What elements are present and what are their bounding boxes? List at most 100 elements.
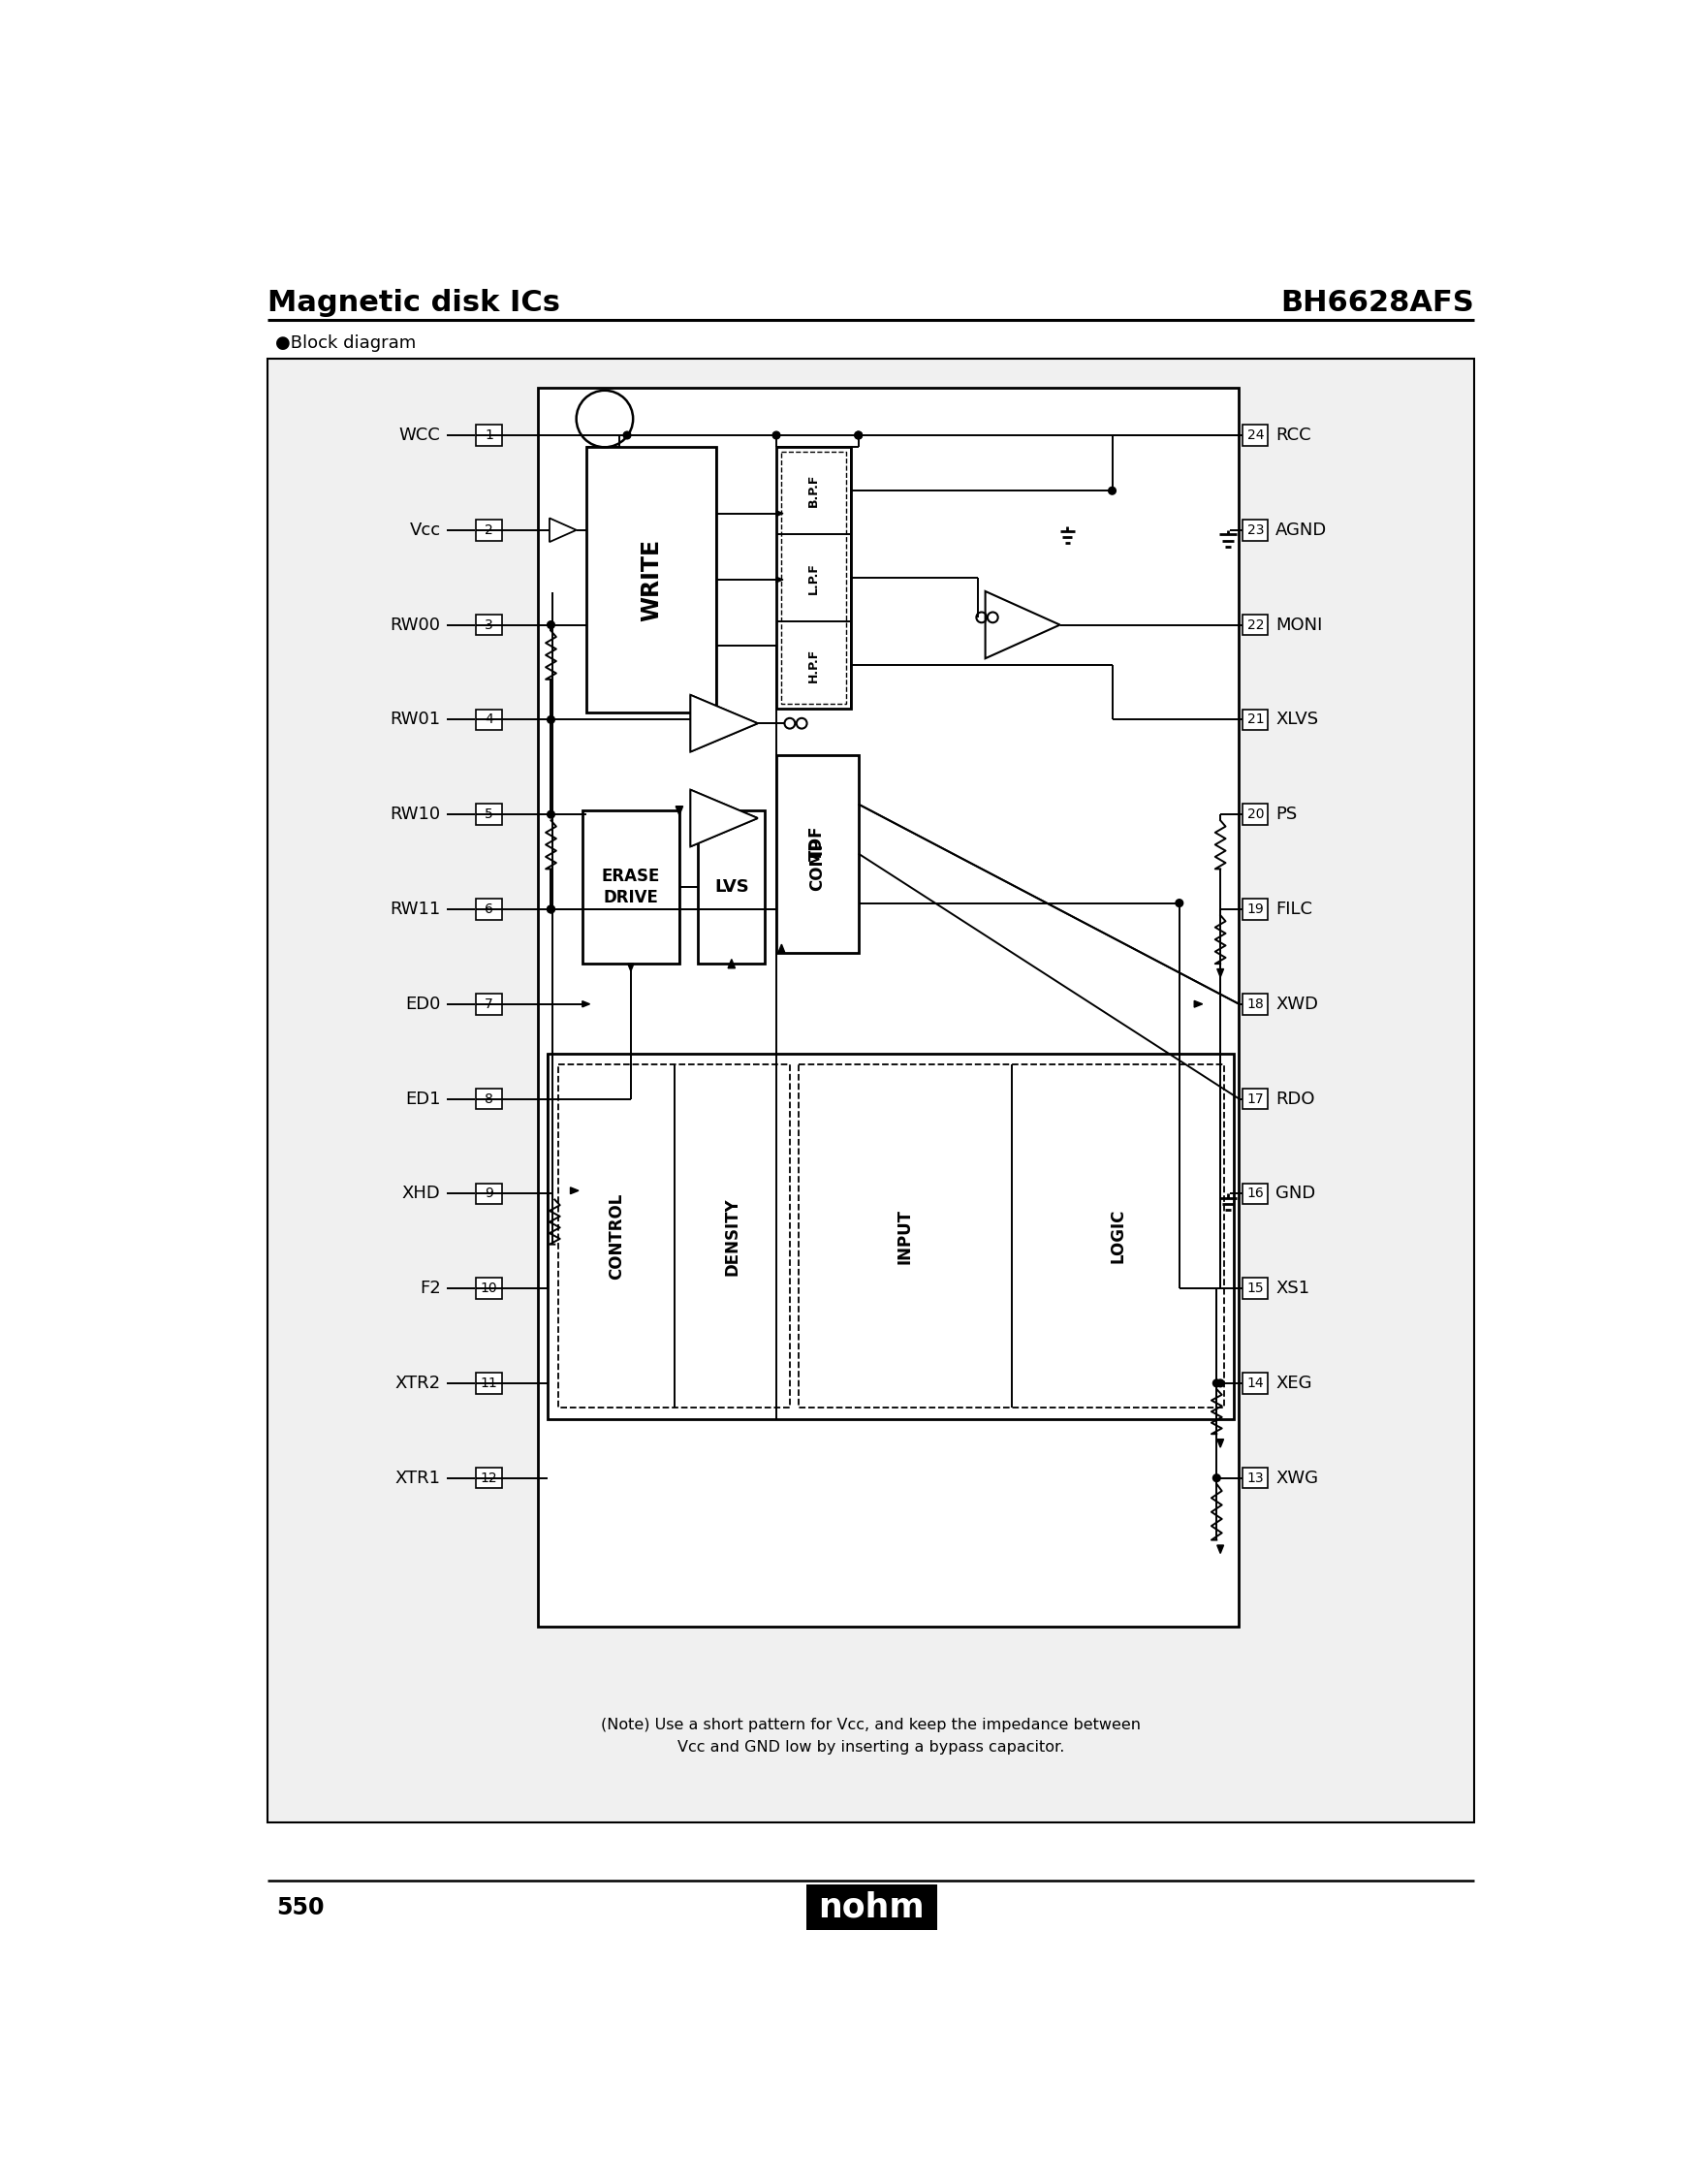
Bar [1242,426,1267,446]
Circle shape [547,906,554,913]
Text: 550: 550 [277,1896,325,1920]
Bar [776,448,851,708]
Text: INPUT: INPUT [897,1208,914,1265]
Polygon shape [778,943,785,952]
Bar [1242,710,1267,729]
Circle shape [624,432,630,439]
Bar [476,1088,501,1109]
Text: AGND: AGND [1276,522,1327,539]
Text: 23: 23 [1247,524,1264,537]
Text: 8: 8 [484,1092,493,1105]
Polygon shape [690,791,758,847]
Text: 11: 11 [481,1376,498,1389]
Bar [698,810,765,963]
Text: CONTROL: CONTROL [608,1192,625,1280]
Text: XTR2: XTR2 [394,1374,440,1391]
Text: 17: 17 [1247,1092,1264,1105]
Text: PS: PS [1276,806,1296,823]
Polygon shape [1216,1439,1223,1448]
Circle shape [1213,1380,1220,1387]
Bar [267,358,1475,1821]
Text: FILC: FILC [1276,900,1312,917]
Bar [476,994,501,1016]
Bar [1242,1088,1267,1109]
Text: 24: 24 [1247,428,1264,441]
Circle shape [547,716,554,723]
Text: WCC: WCC [399,426,440,443]
Text: 12: 12 [481,1472,498,1485]
Polygon shape [727,959,736,968]
Bar [1242,994,1267,1016]
Polygon shape [690,695,758,751]
Text: LVS: LVS [714,878,749,895]
Text: (Note) Use a short pattern for Vcc, and keep the impedance between: (Note) Use a short pattern for Vcc, and … [601,1719,1140,1732]
Text: 22: 22 [1247,618,1264,631]
Polygon shape [571,1188,579,1195]
Text: 4: 4 [484,712,493,727]
Text: 3: 3 [484,618,493,631]
Text: 19: 19 [1247,902,1264,915]
Bar [1242,1184,1267,1203]
Text: 15: 15 [1247,1282,1264,1295]
Text: 5: 5 [484,808,493,821]
Bar [1242,900,1267,919]
Text: XS1: XS1 [1276,1280,1310,1297]
Text: COMP: COMP [809,836,826,891]
Circle shape [773,432,780,439]
Text: DENSITY: DENSITY [724,1197,741,1275]
Circle shape [1213,1474,1220,1481]
Text: 10: 10 [481,1282,498,1295]
Polygon shape [676,806,683,815]
Text: XWG: XWG [1276,1470,1318,1487]
Bar [476,1468,501,1489]
Text: 9: 9 [484,1186,493,1201]
Text: 16: 16 [1247,1186,1264,1201]
Bar [537,387,1239,1627]
Text: 14: 14 [1247,1376,1264,1389]
Bar [782,452,846,703]
Text: 18: 18 [1247,998,1264,1011]
Text: TDF: TDF [809,826,826,860]
Bar [476,1184,501,1203]
Bar [1242,520,1267,539]
Text: F2: F2 [420,1280,440,1297]
Text: 1: 1 [484,428,493,441]
Text: RW01: RW01 [391,712,440,727]
Text: H.P.F: H.P.F [807,649,821,681]
Bar [1242,614,1267,636]
Polygon shape [776,511,783,515]
Polygon shape [1194,1000,1203,1007]
Text: MONI: MONI [1276,616,1322,633]
Text: RW00: RW00 [391,616,440,633]
Polygon shape [985,592,1060,657]
Polygon shape [549,518,576,542]
Text: ED0: ED0 [406,996,440,1013]
Text: 13: 13 [1247,1472,1264,1485]
Text: ●Block diagram: ●Block diagram [275,334,416,352]
Polygon shape [690,791,758,847]
Circle shape [855,432,861,439]
Bar [1242,804,1267,826]
Bar [476,520,501,539]
Text: XHD: XHD [403,1186,440,1203]
Circle shape [547,620,554,629]
Text: RW10: RW10 [391,806,440,823]
Text: 7: 7 [484,998,493,1011]
Polygon shape [776,577,783,583]
Text: DRIVE: DRIVE [603,889,659,906]
Bar [807,1885,936,1931]
Text: XLVS: XLVS [1276,712,1318,727]
Text: RW11: RW11 [389,900,440,917]
Bar [586,448,717,712]
Text: 2: 2 [484,524,493,537]
Text: Vcc and GND low by inserting a bypass capacitor.: Vcc and GND low by inserting a bypass ca… [678,1741,1064,1754]
Polygon shape [1216,970,1223,976]
Text: 20: 20 [1247,808,1264,821]
Bar [476,426,501,446]
Bar [476,1374,501,1393]
Bar [476,614,501,636]
Text: 6: 6 [484,902,493,915]
Bar [776,756,858,952]
Bar [476,1278,501,1299]
Bar [476,804,501,826]
